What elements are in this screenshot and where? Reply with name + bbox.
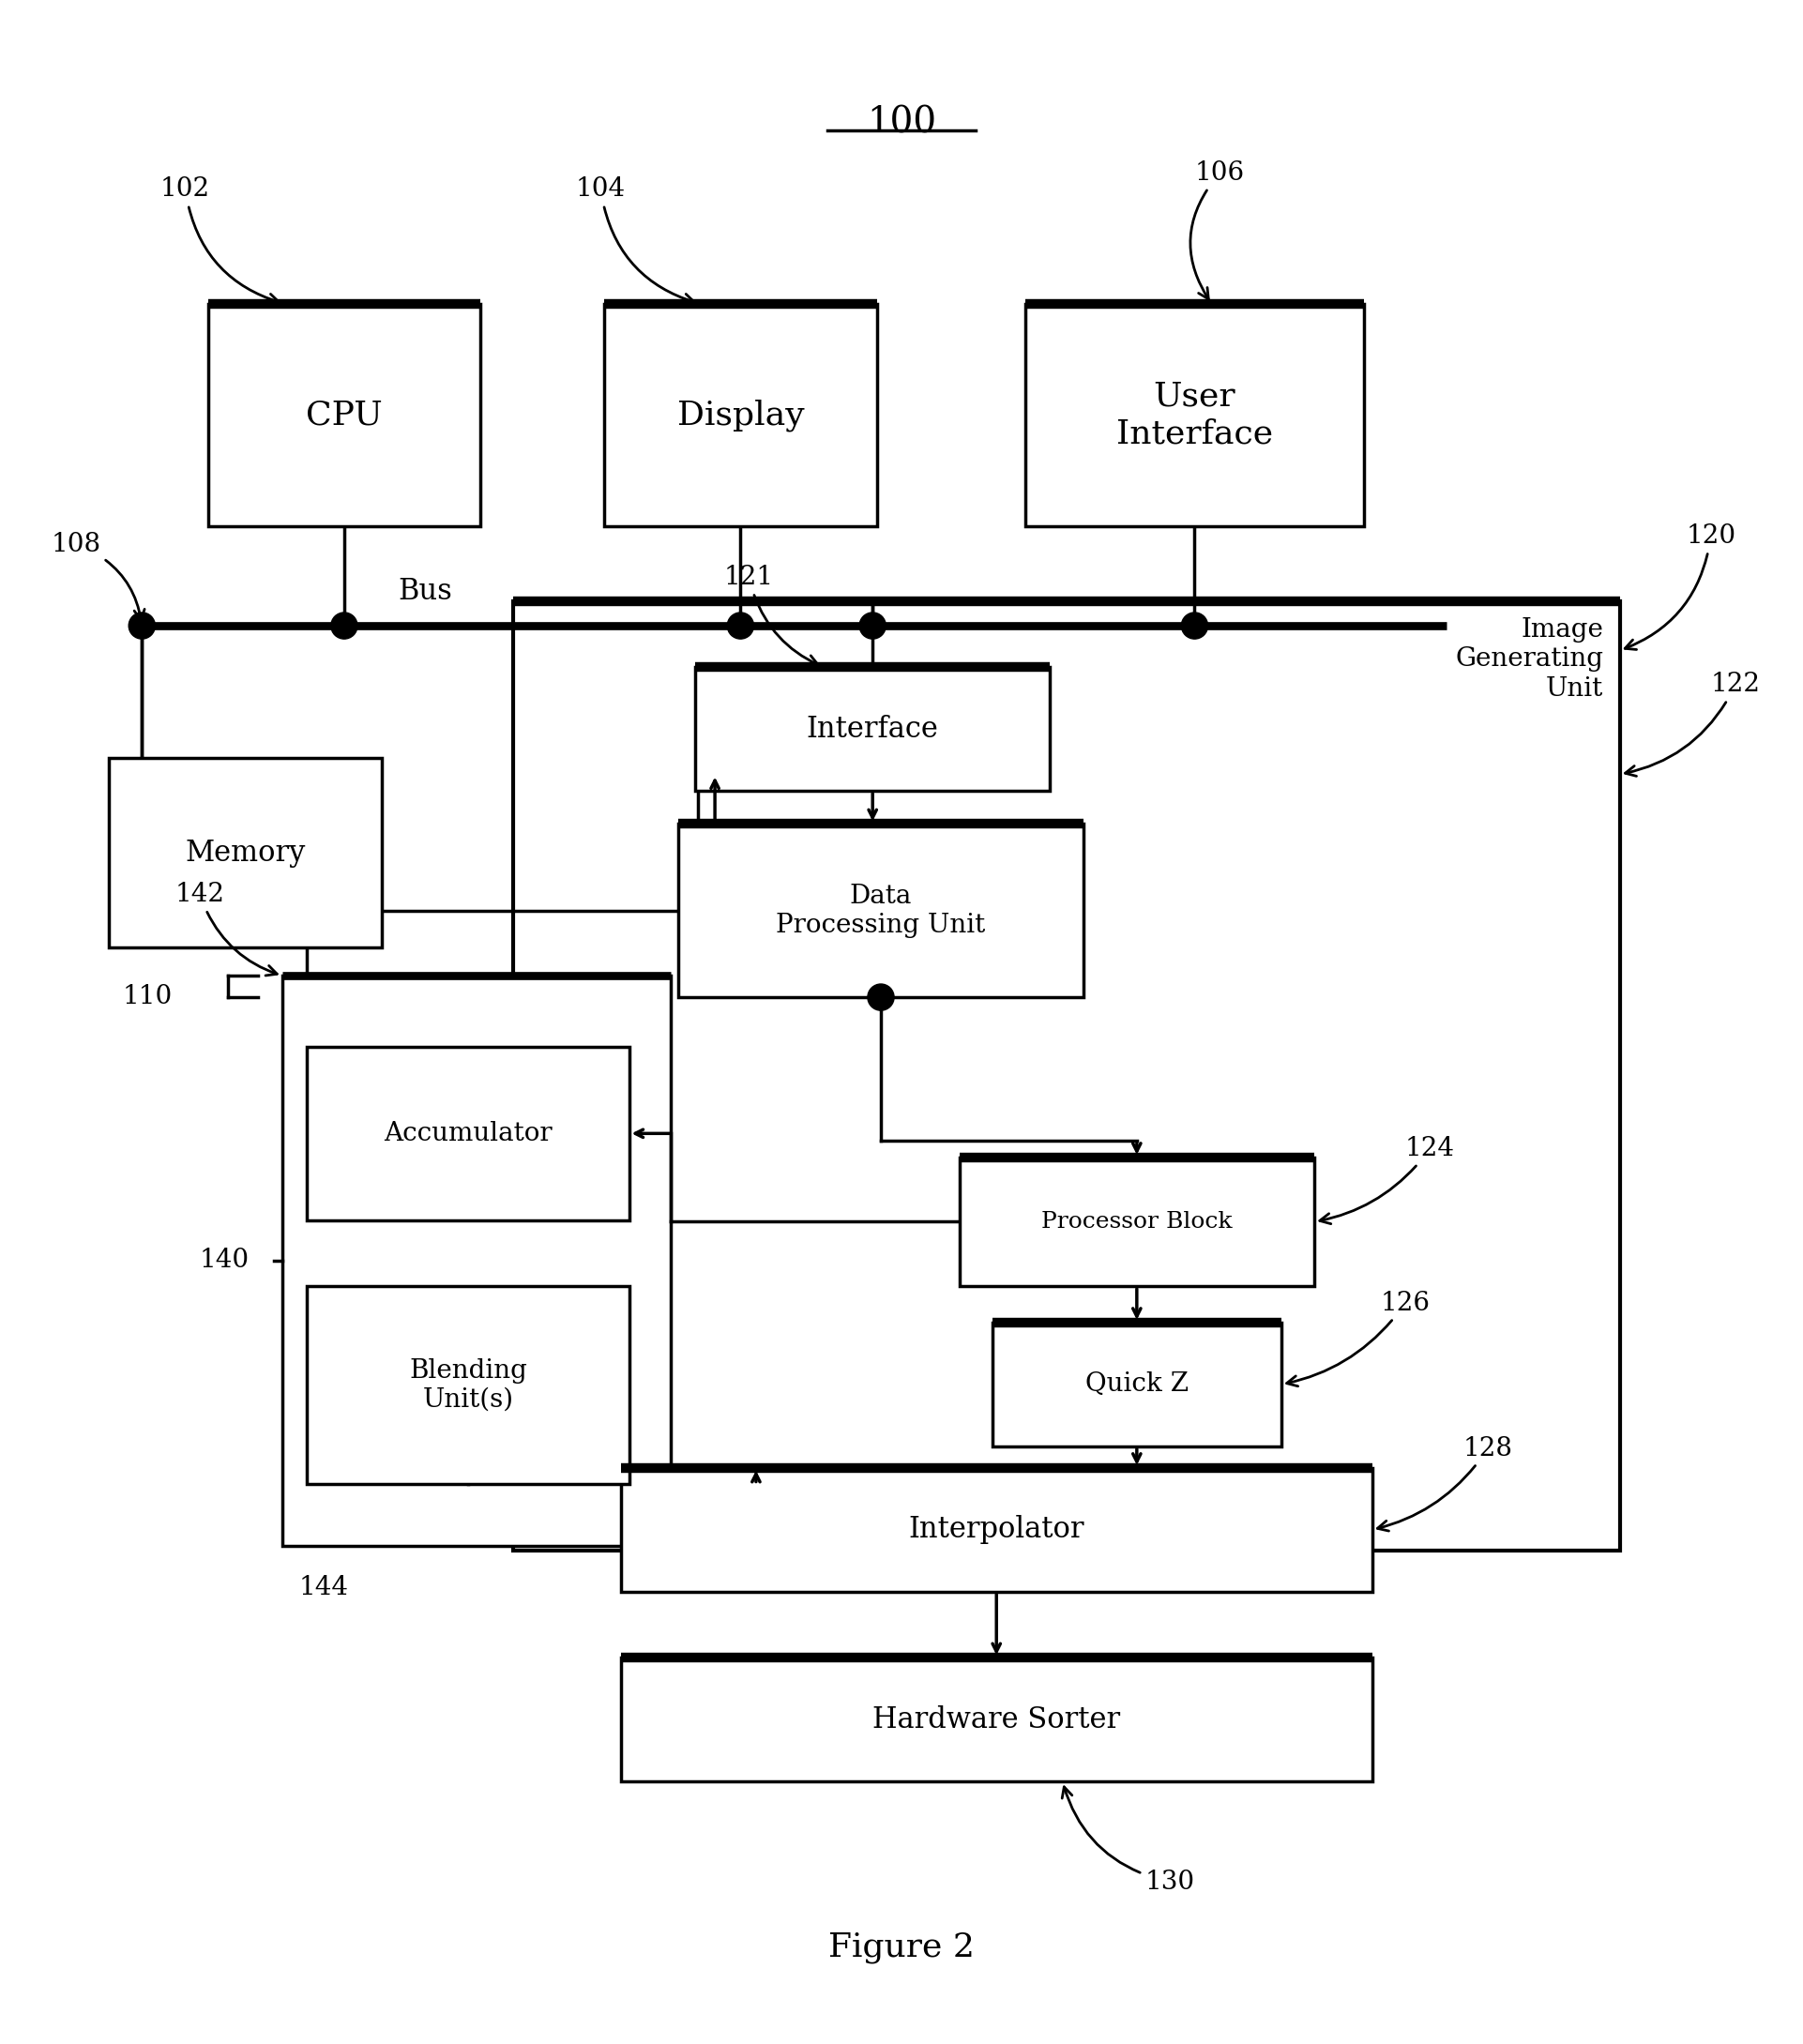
Circle shape <box>867 983 894 1010</box>
Bar <box>108 758 382 948</box>
Text: 104: 104 <box>575 176 694 305</box>
Text: Figure 2: Figure 2 <box>828 1932 975 1962</box>
Bar <box>514 601 1619 1551</box>
Text: 108: 108 <box>50 531 144 619</box>
Text: Display: Display <box>676 399 804 431</box>
Text: Memory: Memory <box>186 838 305 867</box>
Text: 128: 128 <box>1377 1435 1513 1531</box>
Bar <box>283 975 671 1545</box>
Bar <box>307 1047 629 1220</box>
Text: Interface: Interface <box>806 713 939 744</box>
Bar <box>307 1286 629 1484</box>
Circle shape <box>332 613 357 640</box>
Circle shape <box>860 613 885 640</box>
Bar <box>678 824 1084 997</box>
Text: 142: 142 <box>175 881 278 975</box>
Text: Quick Z: Quick Z <box>1085 1372 1188 1398</box>
Text: 100: 100 <box>867 106 936 141</box>
Text: 130: 130 <box>1062 1786 1195 1895</box>
Bar <box>1026 305 1363 527</box>
Text: Hardware Sorter: Hardware Sorter <box>873 1705 1120 1733</box>
Bar <box>992 1322 1282 1447</box>
Circle shape <box>727 613 754 640</box>
Text: Processor Block: Processor Block <box>1042 1210 1231 1233</box>
Text: Blending
Unit(s): Blending Unit(s) <box>409 1357 526 1412</box>
Bar <box>207 305 480 527</box>
Bar <box>959 1157 1314 1286</box>
Text: 144: 144 <box>299 1576 348 1600</box>
Text: 126: 126 <box>1287 1290 1430 1386</box>
Text: Accumulator: Accumulator <box>384 1120 552 1147</box>
Text: Bus: Bus <box>398 576 453 605</box>
Bar <box>620 1468 1372 1592</box>
Text: 121: 121 <box>725 564 819 664</box>
Circle shape <box>1181 613 1208 640</box>
Text: 120: 120 <box>1625 523 1736 650</box>
Circle shape <box>128 613 155 640</box>
Bar <box>696 666 1049 791</box>
Text: Data
Processing Unit: Data Processing Unit <box>775 883 986 938</box>
Bar <box>620 1658 1372 1782</box>
Text: Interpolator: Interpolator <box>909 1515 1084 1545</box>
Text: 102: 102 <box>160 176 279 305</box>
Text: Image
Generating
Unit: Image Generating Unit <box>1455 617 1603 701</box>
Text: 140: 140 <box>200 1249 249 1273</box>
Text: User
Interface: User Interface <box>1116 380 1273 450</box>
Bar <box>604 305 876 527</box>
Text: 122: 122 <box>1625 672 1760 777</box>
Text: 124: 124 <box>1320 1136 1455 1224</box>
Text: 110: 110 <box>123 983 173 1010</box>
Text: 106: 106 <box>1190 159 1244 298</box>
Text: CPU: CPU <box>307 399 382 431</box>
